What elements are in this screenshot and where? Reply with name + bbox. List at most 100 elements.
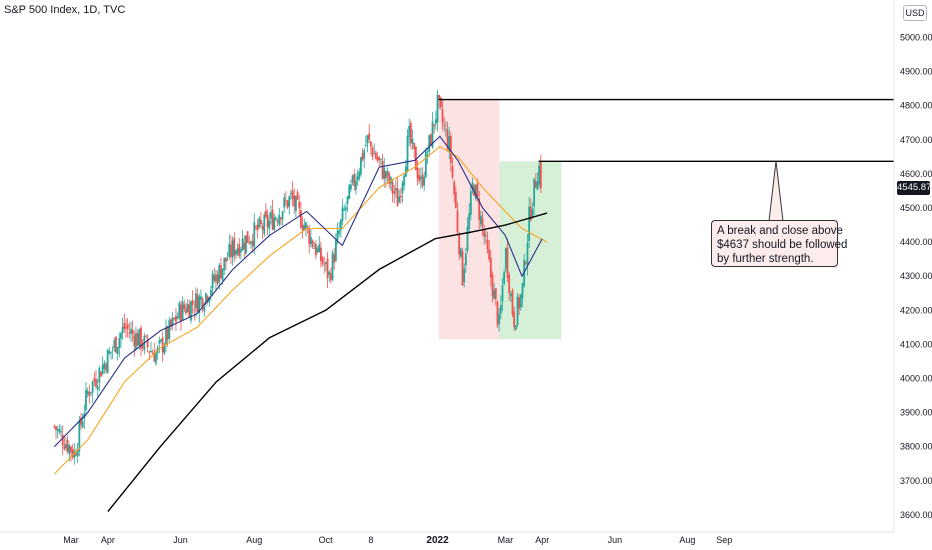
candle-body xyxy=(466,226,469,251)
time-axis[interactable]: Mar Apr Jun Aug Oct 8 2022 Mar Apr Jun Aug Sep xyxy=(63,535,732,546)
candle-body xyxy=(146,338,149,348)
candle-body xyxy=(123,322,126,329)
candle-body xyxy=(499,304,502,314)
candle-body xyxy=(58,429,61,433)
currency-badge[interactable]: USD xyxy=(903,5,927,21)
candle-body xyxy=(446,129,449,149)
candle-body xyxy=(339,219,342,231)
candle-body xyxy=(166,326,169,340)
candle-body xyxy=(176,316,179,319)
price-tick-label: 4900.00 xyxy=(900,67,932,77)
candle-body xyxy=(240,249,242,253)
candle-body xyxy=(329,273,332,281)
candle-body xyxy=(108,351,111,354)
candle-body xyxy=(449,135,452,164)
annotation-box: A break and close above $4637 should be … xyxy=(711,220,847,267)
candle-body xyxy=(230,244,232,257)
candle-body xyxy=(501,285,504,302)
candle-body xyxy=(536,181,539,191)
candle-body xyxy=(53,425,56,427)
candle-body xyxy=(403,175,406,186)
candle-body xyxy=(285,200,287,202)
candle-body xyxy=(268,220,271,229)
candle-body xyxy=(363,150,366,159)
candle-body xyxy=(454,192,457,208)
candle-body xyxy=(206,296,209,302)
candle-body xyxy=(105,364,107,371)
price-tick-label: 4600.00 xyxy=(900,169,932,179)
candle-body xyxy=(489,258,492,278)
candle-body xyxy=(409,123,412,144)
last-price-tag: 4545.87 xyxy=(897,181,932,195)
candle-body xyxy=(136,333,139,346)
candle-body xyxy=(98,367,101,383)
candle-body xyxy=(458,233,461,255)
candle-body xyxy=(106,350,109,374)
candle-body xyxy=(261,226,264,230)
candle-body xyxy=(103,363,106,369)
candle-body xyxy=(251,240,254,246)
candle-body xyxy=(311,240,314,247)
candle-body xyxy=(88,391,91,397)
candle-body xyxy=(203,307,206,312)
candle-body xyxy=(503,272,506,285)
candle-body xyxy=(463,268,466,283)
time-tick-label: 8 xyxy=(368,535,373,545)
candle-body xyxy=(258,218,261,228)
candle-body xyxy=(160,339,162,342)
candle-body xyxy=(353,174,356,186)
time-tick-label: Apr xyxy=(101,535,115,545)
candle-body xyxy=(488,249,491,260)
candle-body xyxy=(280,217,282,220)
candle-body xyxy=(198,296,201,314)
candle-body xyxy=(296,192,299,200)
candle-body xyxy=(118,338,121,349)
candle-body xyxy=(188,304,191,318)
candle-body xyxy=(386,171,389,176)
candle-body xyxy=(313,247,316,249)
candle-body xyxy=(459,248,462,257)
candle-body xyxy=(368,133,371,140)
candle-body xyxy=(398,196,401,203)
price-tick-label: 4500.00 xyxy=(900,203,932,213)
candle-body xyxy=(423,176,426,186)
candle-body xyxy=(243,242,246,250)
candle-body xyxy=(509,293,512,297)
candle-body xyxy=(396,188,399,207)
candle-body xyxy=(471,182,474,190)
candle-body xyxy=(291,190,294,199)
candle-body xyxy=(298,201,301,208)
candle-body xyxy=(438,95,441,100)
candle-body xyxy=(61,434,64,446)
annotation-line-3: by further strength. xyxy=(717,253,814,265)
candle-body xyxy=(266,214,269,227)
candle-body xyxy=(341,207,344,221)
candle-body xyxy=(478,198,481,220)
price-tick-label: 4200.00 xyxy=(900,305,932,315)
candle-body xyxy=(290,192,292,194)
candle-body xyxy=(196,294,199,312)
candle-body xyxy=(379,158,382,160)
candle-body xyxy=(506,247,509,278)
candle-body xyxy=(533,178,536,207)
candle-body xyxy=(181,301,184,320)
candle-body xyxy=(418,175,421,182)
candle-body xyxy=(346,196,349,204)
candle-body xyxy=(484,235,487,237)
candle-body xyxy=(526,243,529,266)
candle-body xyxy=(150,350,152,352)
candle-body xyxy=(201,298,204,310)
price-axis[interactable]: 3600.00 3700.00 3800.00 3900.00 4000.00 4100.… xyxy=(900,33,932,520)
candle-body xyxy=(441,109,444,123)
candle-body xyxy=(86,390,89,394)
zone-green xyxy=(499,161,562,340)
candle-body xyxy=(354,180,357,190)
candle-body xyxy=(293,195,296,207)
callout-pointer xyxy=(768,161,784,222)
time-tick-label: 2022 xyxy=(426,535,449,546)
candle-body xyxy=(210,290,212,295)
price-tick-label: 4100.00 xyxy=(900,339,932,349)
candle-body xyxy=(153,351,156,362)
candle-body xyxy=(110,351,112,353)
